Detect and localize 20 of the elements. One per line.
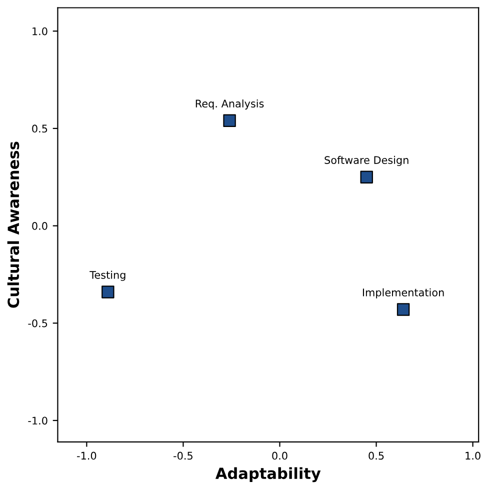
annotation: Software Design [324,156,408,166]
y-tick-label: 0.5 [32,124,48,133]
y-tick-label: -0.5 [28,319,48,328]
annotation: Req. Analysis [196,99,264,110]
x-tick-label: 1.0 [466,452,480,460]
point [102,286,114,298]
point [396,303,410,316]
y-axis-title: Cultural Awareness [7,142,20,308]
y-tick-label: 0.0 [32,222,48,230]
y-tick-label: -1.0 [28,416,48,425]
x-tick-label: -1.0 [77,452,96,460]
annotation: Implementation [362,288,444,298]
annotation: Testing [90,270,126,281]
y-tick-label: 1.0 [32,27,48,36]
x-axis-title: Adaptability [215,467,321,482]
point [223,114,236,128]
x-tick-label: -0.5 [174,452,192,460]
x-tick-label: 0.5 [368,452,384,460]
x-tick-label: 0.0 [272,452,288,460]
point [360,170,373,184]
